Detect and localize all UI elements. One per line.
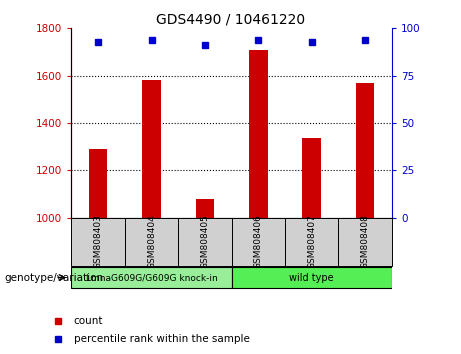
Bar <box>231 218 285 266</box>
Text: GSM808404: GSM808404 <box>147 214 156 269</box>
Bar <box>125 218 178 266</box>
Text: percentile rank within the sample: percentile rank within the sample <box>74 334 249 344</box>
Bar <box>71 218 125 266</box>
Text: GSM808403: GSM808403 <box>94 214 103 269</box>
Bar <box>142 80 161 218</box>
Bar <box>302 138 321 218</box>
Text: GSM808405: GSM808405 <box>201 214 209 269</box>
Bar <box>285 218 338 266</box>
Text: genotype/variation: genotype/variation <box>5 273 104 282</box>
Text: GSM808407: GSM808407 <box>307 214 316 269</box>
Bar <box>71 267 231 289</box>
Text: LmnaG609G/G609G knock-in: LmnaG609G/G609G knock-in <box>86 273 218 282</box>
Text: wild type: wild type <box>290 273 334 282</box>
Bar <box>249 50 268 218</box>
Bar <box>356 83 374 218</box>
Text: GSM808408: GSM808408 <box>361 214 370 269</box>
Text: count: count <box>74 316 103 326</box>
Text: GDS4490 / 10461220: GDS4490 / 10461220 <box>156 12 305 27</box>
Bar <box>338 218 392 266</box>
Text: GSM808406: GSM808406 <box>254 214 263 269</box>
Bar <box>195 199 214 218</box>
Bar <box>89 149 107 218</box>
Bar <box>231 267 392 289</box>
Bar <box>178 218 231 266</box>
